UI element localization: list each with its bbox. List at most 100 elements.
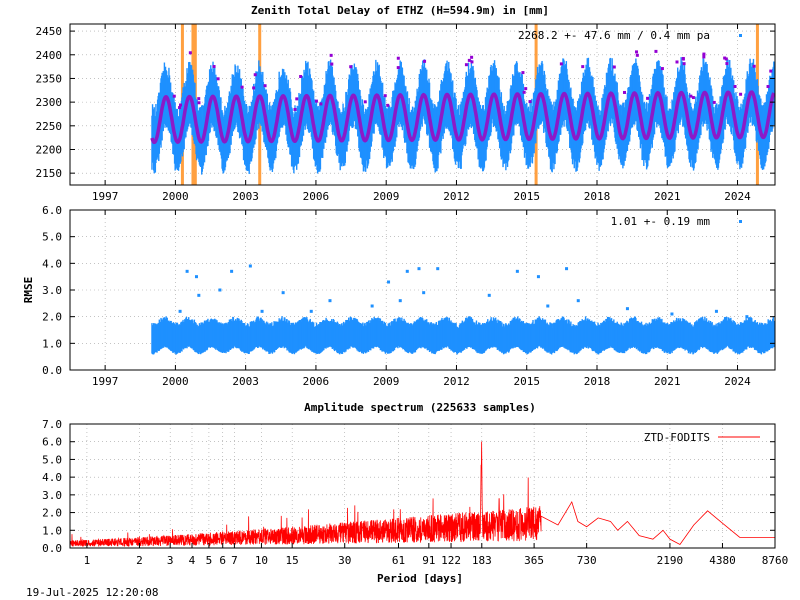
- spectrum-y-tick-label: 2.0: [42, 507, 62, 520]
- ztd-outlier-point: [319, 102, 323, 106]
- rmse-x-tick-label: 2018: [584, 375, 611, 388]
- ztd-y-tick-label: 2450: [36, 25, 63, 38]
- ztd-outlier-point: [349, 65, 353, 69]
- spectrum-x-tick-label: 10: [255, 554, 268, 567]
- ztd-outlier-point: [293, 107, 297, 111]
- rmse-outlier-point: [546, 304, 550, 308]
- rmse-x-tick-label: 2021: [654, 375, 681, 388]
- footer-timestamp: 19-Jul-2025 12:20:08: [26, 586, 158, 599]
- ztd-outlier-point: [470, 55, 474, 59]
- rmse-outlier-point: [178, 309, 182, 313]
- rmse-x-tick-label: 1997: [92, 375, 119, 388]
- rmse-outlier-point: [487, 293, 491, 297]
- rmse-outlier-point: [370, 304, 374, 308]
- spectrum-x-axis-label: Period [days]: [377, 572, 463, 585]
- rmse-outlier-point: [398, 299, 402, 303]
- spectrum-x-tick-label: 6: [219, 554, 226, 567]
- spectrum-x-tick-label: 61: [392, 554, 405, 567]
- spectrum-x-tick-label: 5: [206, 554, 213, 567]
- spectrum-y-tick-label: 5.0: [42, 453, 62, 466]
- rmse-outlier-point: [405, 269, 409, 273]
- spectrum-x-tick-label: 30: [338, 554, 351, 567]
- rmse-outlier-point: [515, 269, 519, 273]
- rmse-outlier-point: [625, 307, 629, 311]
- rmse-outlier-point: [422, 291, 426, 295]
- rmse-y-tick-label: 3.0: [42, 284, 62, 297]
- rmse-x-axis: 1997 2000 2003 2006 2009 2012 2015 2018 2021 2024: [92, 210, 751, 388]
- ztd-outlier-point: [752, 64, 756, 68]
- ztd-outlier-point: [464, 63, 468, 67]
- spectrum-legend: ZTD-FODITS: [644, 431, 760, 444]
- rmse-outlier-point: [328, 299, 332, 303]
- ztd-outlier-point: [197, 101, 201, 105]
- ztd-outlier-point: [197, 97, 201, 101]
- spectrum-y-axis: 0.0 1.0 2.0 3.0 4.0 5.0 6.0 7.0: [42, 418, 775, 555]
- ztd-legend-marker: [739, 34, 742, 37]
- ztd-outlier-point: [299, 74, 303, 78]
- ztd-outlier-point: [330, 62, 334, 66]
- spectrum-x-tick-label: 7: [231, 554, 238, 567]
- ztd-outlier-point: [702, 55, 706, 59]
- ztd-y-tick-label: 2400: [36, 49, 63, 62]
- rmse-outlier-point: [745, 315, 749, 319]
- spectrum-x-tick-label: 122: [441, 554, 461, 567]
- ztd-outlier-point: [383, 94, 387, 98]
- rmse-y-tick-label: 0.0: [42, 364, 62, 377]
- ztd-outlier-point: [172, 94, 176, 98]
- ztd-outlier-point: [635, 53, 639, 57]
- spectrum-x-tick-label: 183: [472, 554, 492, 567]
- ztd-outlier-point: [522, 90, 526, 94]
- ztd-x-tick-label: 2006: [303, 190, 330, 203]
- ztd-data-points: [151, 49, 775, 175]
- ztd-outlier-point: [386, 103, 390, 107]
- spectrum-x-tick-label: 3: [167, 554, 174, 567]
- ztd-outlier-point: [396, 66, 400, 70]
- spectrum-x-tick-label: 365: [524, 554, 544, 567]
- rmse-y-tick-label: 5.0: [42, 231, 62, 244]
- rmse-outlier-point: [576, 299, 580, 303]
- ztd-outlier-point: [253, 73, 257, 77]
- rmse-outlier-point: [281, 291, 285, 295]
- ztd-x-tick-label: 2024: [724, 190, 751, 203]
- ztd-outlier-point: [263, 84, 267, 88]
- ztd-outlier-point: [635, 50, 639, 54]
- spectrum-x-tick-label: 15: [286, 554, 299, 567]
- ztd-outlier-point: [739, 92, 743, 96]
- rmse-y-tick-label: 4.0: [42, 257, 62, 270]
- ztd-x-tick-label: 2015: [513, 190, 540, 203]
- rmse-outlier-point: [218, 288, 222, 292]
- rmse-x-tick-label: 2012: [443, 375, 470, 388]
- ztd-outlier-point: [295, 97, 299, 101]
- ztd-outlier-point: [528, 100, 532, 104]
- spectrum-x-tick-label: 91: [422, 554, 435, 567]
- rmse-y-tick-label: 1.0: [42, 337, 62, 350]
- spectrum-series-line: [69, 441, 775, 548]
- rmse-outlier-point: [260, 309, 264, 313]
- ztd-outlier-point: [581, 65, 585, 69]
- ztd-outlier-point: [188, 51, 192, 55]
- rmse-y-tick-label: 6.0: [42, 204, 62, 217]
- ztd-x-tick-label: 2018: [584, 190, 611, 203]
- spectrum-title: Amplitude spectrum (225633 samples): [304, 401, 536, 414]
- spectrum-x-tick-label: 2190: [657, 554, 684, 567]
- ztd-model-curve: [150, 90, 776, 145]
- ztd-model-line: [150, 90, 776, 145]
- spectrum-x-tick-label: 8760: [762, 554, 789, 567]
- ztd-outlier-point: [712, 100, 716, 104]
- spectrum-x-tick-label: 730: [577, 554, 597, 567]
- rmse-outlier-point: [387, 280, 391, 284]
- spectrum-y-tick-label: 7.0: [42, 418, 62, 431]
- ztd-outlier-point: [682, 62, 686, 66]
- rmse-outlier-point: [230, 269, 234, 273]
- ztd-outlier-point: [702, 52, 706, 56]
- spectrum-y-tick-label: 4.0: [42, 471, 62, 484]
- rmse-x-tick-label: 2003: [232, 375, 259, 388]
- ztd-outlier-point: [733, 85, 737, 89]
- ztd-statistics-annotation: 2268.2 +- 47.6 mm / 0.4 mm pa: [518, 29, 710, 42]
- rmse-outlier-point: [417, 267, 421, 271]
- ztd-outlier-point: [314, 99, 318, 103]
- rmse-y-tick-label: 2.0: [42, 311, 62, 324]
- rmse-data-point: [773, 320, 775, 348]
- rmse-data-points: [151, 264, 775, 355]
